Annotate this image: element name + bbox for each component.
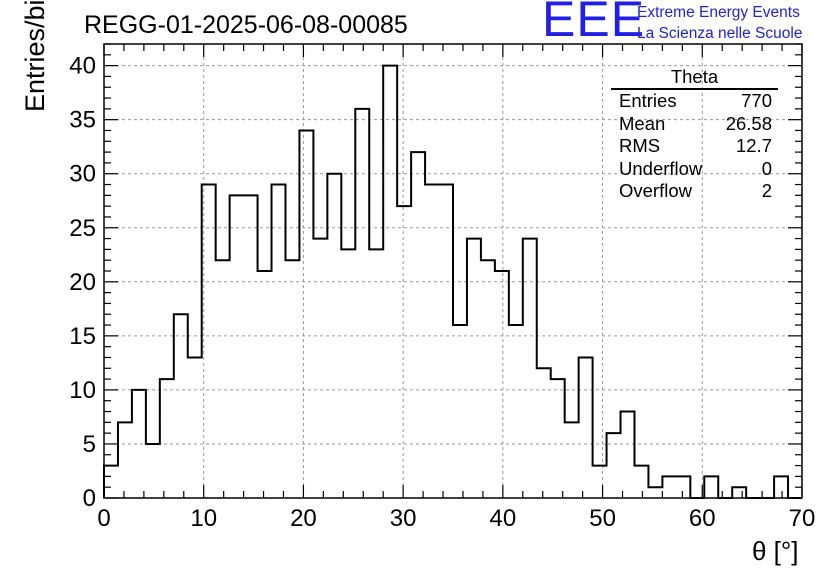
eee-logo: EEE: [542, 0, 646, 47]
run-title: REGG-01-2025-06-08-00085: [84, 11, 408, 39]
x-axis-label: θ [°]: [752, 536, 799, 566]
x-tick-label: 10: [190, 505, 217, 532]
histogram-bin: [439, 185, 453, 498]
histogram-bin: [188, 357, 202, 498]
histogram-bin: [704, 476, 718, 498]
stats-value: 26.58: [725, 112, 772, 134]
histogram-bin: [732, 487, 746, 498]
y-tick-label: 10: [69, 377, 96, 404]
histogram-bin: [313, 239, 327, 498]
histogram-bin: [662, 476, 676, 498]
stats-title: Theta: [611, 66, 778, 90]
histogram-bin: [648, 487, 662, 498]
x-tick-label: 50: [589, 505, 616, 532]
histogram-bin: [481, 260, 495, 498]
histogram-bin: [579, 357, 593, 498]
stats-label: RMS: [619, 135, 661, 157]
stats-value: 2: [761, 180, 772, 202]
x-tick-label: 30: [390, 505, 417, 532]
histogram-bin: [467, 239, 481, 498]
histogram-bin: [453, 325, 467, 498]
histogram-bin: [565, 422, 579, 498]
stats-value: 12.7: [735, 135, 772, 157]
histogram-bin: [146, 444, 160, 498]
histogram-bin: [411, 152, 425, 498]
x-tick-label: 70: [789, 505, 816, 532]
histogram-bin: [272, 185, 286, 498]
histogram-bin: [774, 476, 788, 498]
y-tick-label: 15: [69, 323, 96, 350]
histogram-bin: [258, 271, 272, 498]
y-tick-label: 5: [83, 431, 96, 458]
y-tick-label: 20: [69, 269, 96, 296]
stats-value: 770: [741, 90, 772, 111]
eee-tagline-2: La Scienza nelle Scuole: [637, 25, 803, 42]
histogram-outline: [103, 64, 802, 499]
histogram-bin: [299, 130, 313, 498]
y-axis-label: Entries/bin: [20, 0, 50, 112]
x-tick-label: 20: [290, 505, 317, 532]
histogram-bin: [397, 206, 411, 498]
histogram-bin: [621, 412, 635, 498]
histogram-bin: [383, 66, 397, 498]
histogram-bin: [607, 433, 621, 498]
eee-tagline-1: Extreme Energy Events: [637, 4, 800, 21]
stats-value: 0: [761, 157, 772, 179]
histogram-bin: [244, 195, 258, 498]
histogram-bin: [341, 249, 355, 498]
y-tick-label: 30: [69, 161, 96, 188]
y-tick-label: 0: [83, 485, 96, 512]
histogram-bin: [369, 249, 383, 498]
x-tick-label: 60: [689, 505, 716, 532]
y-tick-label: 25: [69, 215, 96, 242]
histogram-bin: [174, 314, 188, 498]
stats-label: Mean: [619, 112, 666, 134]
histogram-bin: [104, 466, 118, 498]
stats-row: RMS 12.7: [611, 135, 778, 158]
x-tick-label: 40: [490, 505, 517, 532]
histogram-bin: [160, 379, 174, 498]
y-tick-label: 35: [69, 107, 96, 134]
stats-label: Underflow: [619, 157, 703, 179]
histogram-bin: [425, 185, 439, 498]
histogram-bin: [537, 368, 551, 498]
stats-box: Theta Entries 770 Mean 26.58 RMS 12.7 Un…: [611, 66, 778, 203]
histogram-bin: [509, 325, 523, 498]
y-tick-label: 40: [69, 53, 96, 80]
stats-label: Overflow: [619, 180, 692, 202]
axis-ticks: [103, 43, 803, 499]
histogram-bin: [495, 271, 509, 498]
stats-row: Mean 26.58: [611, 113, 778, 136]
histogram-bin: [634, 466, 648, 498]
histogram-bin: [355, 109, 369, 498]
stats-row: Entries 770: [611, 90, 778, 113]
stats-row: Overflow 2: [611, 180, 778, 203]
stats-row: Underflow 0: [611, 158, 778, 181]
histogram-bin: [285, 260, 299, 498]
histogram-bin: [118, 422, 132, 498]
histogram-bin: [230, 195, 244, 498]
histogram-bin: [676, 476, 690, 498]
histogram-bin: [216, 260, 230, 498]
x-tick-label: 0: [97, 505, 110, 532]
histogram-bin: [593, 466, 607, 498]
histogram-bin: [551, 379, 565, 498]
stats-label: Entries: [619, 90, 677, 111]
histogram-bin: [523, 239, 537, 498]
